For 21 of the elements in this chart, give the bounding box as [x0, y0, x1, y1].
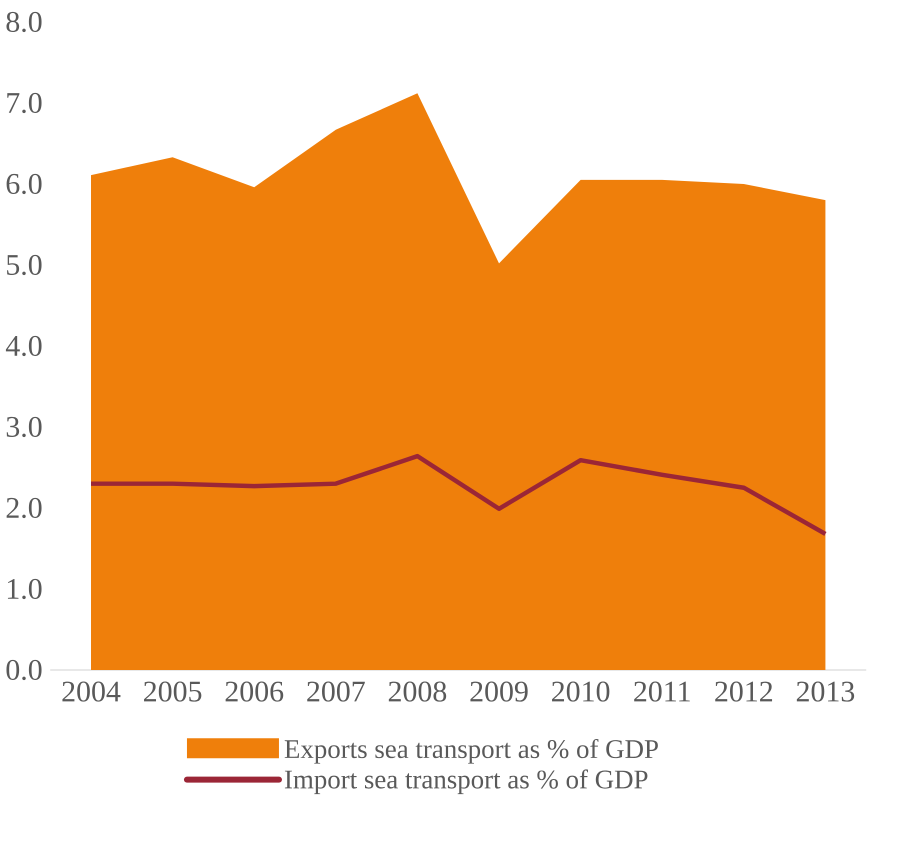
y-tick-label: 8.0	[6, 12, 42, 32]
x-tick-label: 2013	[796, 682, 854, 702]
x-tick-label: 2011	[634, 682, 690, 702]
y-tick-label: 2.0	[6, 498, 42, 518]
y-tick-label: 3.0	[6, 416, 42, 438]
y-tick-label: 5.0	[7, 254, 42, 276]
y-tick-label: 4.0	[6, 336, 42, 356]
x-tick-label: 2005	[144, 682, 202, 702]
x-tick-label: 2009	[470, 682, 528, 702]
x-tick-label: 2004	[62, 682, 120, 702]
y-tick-label: 0.0	[6, 660, 42, 680]
x-tick-label: 2012	[715, 682, 772, 702]
x-tick-label: 2007	[307, 682, 365, 702]
legend-label: Exports sea transport as % of GDP	[284, 738, 658, 764]
y-tick-label: 7.0	[7, 92, 42, 114]
x-tick-label: 2008	[388, 682, 446, 702]
y-tick-label: 6.0	[6, 174, 42, 194]
y-tick-label: 1.0	[8, 578, 42, 600]
x-tick-label: 2006	[226, 682, 284, 702]
legend-label: Import sea transport as % of GDP	[284, 769, 648, 794]
x-tick-label: 2010	[552, 682, 610, 702]
